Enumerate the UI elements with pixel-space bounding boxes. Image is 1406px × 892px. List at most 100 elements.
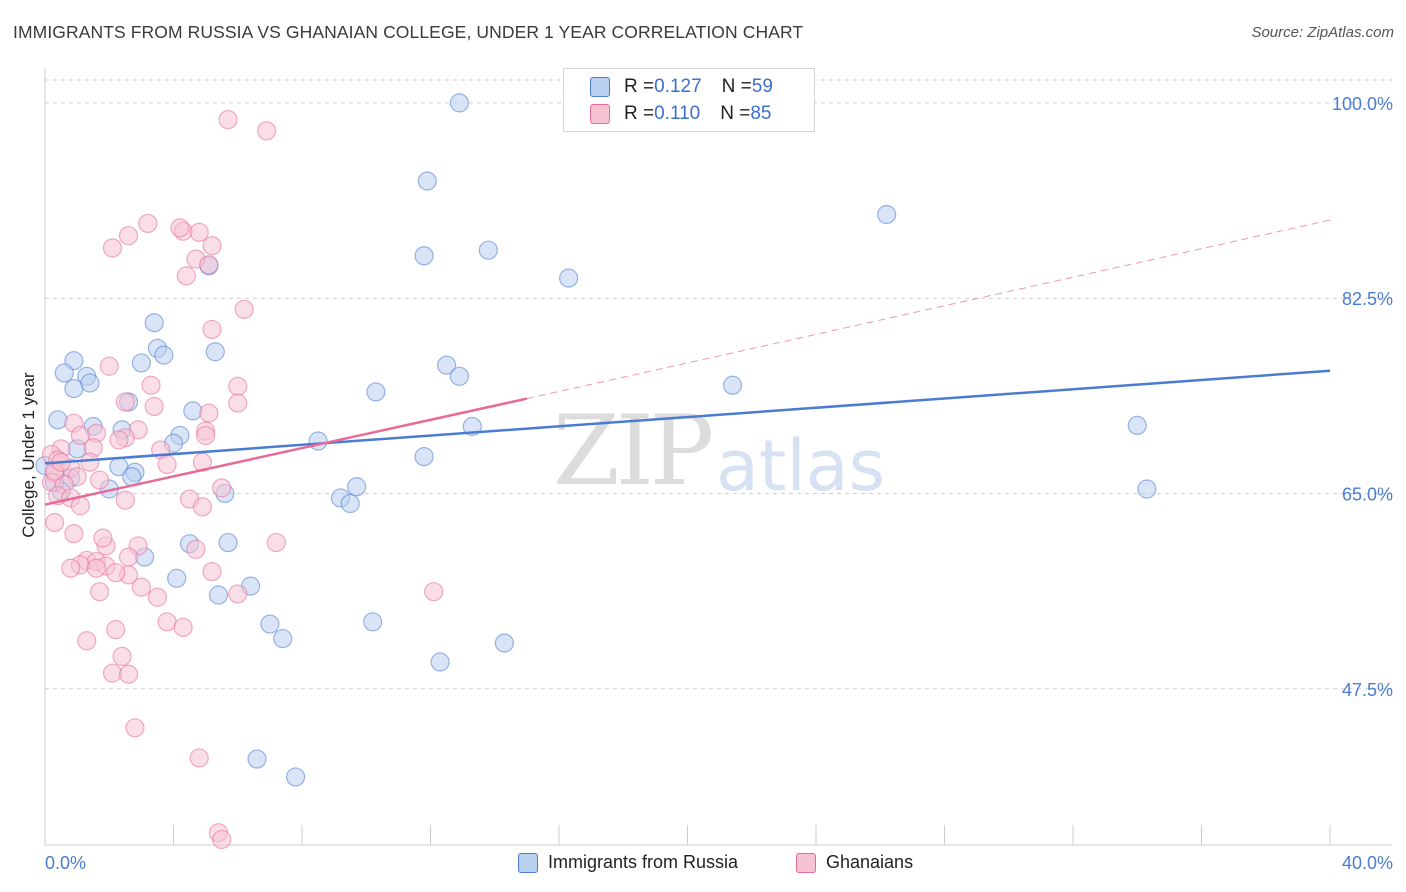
- point-ghanaians: [212, 829, 232, 850]
- y-tick-label: 82.5%: [1342, 289, 1393, 309]
- point-ghanaians: [61, 558, 81, 578]
- point-ghanaians: [115, 392, 135, 412]
- legend-r-value: 0.110: [654, 103, 701, 124]
- legend-n-value: 59: [751, 76, 773, 97]
- point-ghanaians: [202, 561, 222, 582]
- point-ghanaians: [112, 646, 132, 667]
- point-ghanaians: [77, 631, 97, 651]
- point-ghanaians: [118, 547, 139, 567]
- point-ghanaians: [173, 617, 193, 637]
- legend-n-label: N =: [720, 103, 751, 124]
- y-tick-label: 65.0%: [1342, 484, 1393, 504]
- point-ghanaians: [157, 612, 177, 632]
- trend-line-ghanaians-extension: [526, 219, 1331, 400]
- point-ghanaians: [186, 539, 206, 559]
- point-ghanaians: [266, 532, 286, 553]
- legend-r-label: R =: [624, 76, 655, 97]
- point-ghanaians: [228, 376, 248, 396]
- legend-r-value: 0.127: [654, 76, 702, 97]
- point-ghanaians: [102, 238, 123, 258]
- x-tick-label: 0.0%: [45, 853, 86, 873]
- point-russia: [1137, 479, 1157, 499]
- point-ghanaians: [141, 375, 161, 395]
- point-russia: [1127, 415, 1147, 436]
- point-ghanaians: [176, 266, 196, 286]
- point-russia: [722, 375, 743, 395]
- point-ghanaians: [202, 319, 222, 340]
- point-russia: [449, 366, 470, 386]
- point-russia: [347, 477, 367, 497]
- point-ghanaians: [196, 425, 216, 446]
- bottom-swatch-russia: [518, 852, 538, 873]
- point-ghanaians: [106, 620, 126, 640]
- point-ghanaians: [147, 587, 168, 607]
- point-russia: [340, 493, 360, 514]
- point-russia: [478, 240, 498, 260]
- point-ghanaians: [228, 393, 248, 413]
- point-russia: [144, 313, 164, 333]
- point-ghanaians: [189, 222, 209, 242]
- legend-swatch-ghanaians: [590, 104, 610, 124]
- point-ghanaians: [90, 582, 110, 602]
- point-russia: [48, 410, 68, 430]
- bottom-legend-russia: Immigrants from Russia: [518, 852, 738, 873]
- point-ghanaians: [125, 718, 145, 738]
- point-russia: [260, 614, 280, 634]
- point-ghanaians: [45, 512, 65, 533]
- point-ghanaians: [144, 396, 164, 417]
- trend-line-ghanaians: [44, 397, 528, 506]
- point-russia: [366, 382, 386, 402]
- point-russia: [247, 749, 267, 769]
- point-russia: [308, 431, 328, 451]
- point-russia: [64, 378, 84, 399]
- trend-lines: [44, 219, 1331, 506]
- point-ghanaians: [86, 558, 107, 578]
- point-ghanaians: [80, 452, 100, 472]
- tick-labels: 47.5% 65.0% 82.5% 100.0% 0.0% 40.0%: [45, 94, 1393, 873]
- point-ghanaians: [90, 470, 110, 490]
- point-russia: [877, 204, 897, 225]
- y-tick-label: 47.5%: [1342, 680, 1393, 700]
- point-ghanaians: [199, 255, 219, 275]
- axes: [44, 68, 1392, 846]
- bottom-swatch-ghanaians: [796, 852, 816, 873]
- point-ghanaians: [157, 454, 177, 475]
- point-russia: [494, 633, 514, 653]
- legend-r-label: R =: [624, 103, 655, 124]
- legend-row-russia: R = 0.127 N = 59: [590, 75, 773, 99]
- point-russia: [131, 353, 151, 373]
- chart-title: IMMIGRANTS FROM RUSSIA VS GHANAIAN COLLE…: [13, 22, 804, 42]
- watermark-zip: ZIP: [553, 395, 714, 507]
- point-ghanaians: [93, 528, 113, 548]
- legend-n-value: 85: [750, 103, 772, 124]
- point-ghanaians: [199, 403, 219, 423]
- bottom-legend-label-russia: Immigrants from Russia: [548, 852, 739, 872]
- point-russia: [80, 373, 100, 393]
- point-russia: [273, 628, 293, 649]
- point-russia: [363, 612, 383, 632]
- point-ghanaians: [424, 582, 444, 602]
- point-ghanaians: [192, 497, 213, 517]
- point-ghanaians: [138, 213, 158, 234]
- point-ghanaians: [64, 524, 84, 544]
- point-russia: [205, 342, 225, 362]
- point-russia: [54, 363, 74, 383]
- point-ghanaians: [106, 563, 126, 583]
- point-ghanaians: [170, 218, 190, 238]
- point-ghanaians: [109, 430, 129, 450]
- y-axis-label: College, Under 1 year: [19, 372, 38, 538]
- point-russia: [285, 767, 306, 787]
- legend-row-ghanaians: R = 0.110 N = 85: [590, 102, 772, 126]
- point-russia: [414, 246, 434, 266]
- point-russia: [154, 345, 174, 365]
- point-russia: [436, 355, 457, 375]
- point-russia: [417, 171, 437, 191]
- series-ghanaians-points: [41, 110, 444, 850]
- point-ghanaians: [118, 226, 139, 246]
- legend-n-label: N =: [721, 76, 752, 97]
- point-ghanaians: [70, 425, 90, 446]
- point-ghanaians: [218, 110, 238, 130]
- point-ghanaians: [99, 356, 119, 376]
- point-ghanaians: [115, 490, 135, 510]
